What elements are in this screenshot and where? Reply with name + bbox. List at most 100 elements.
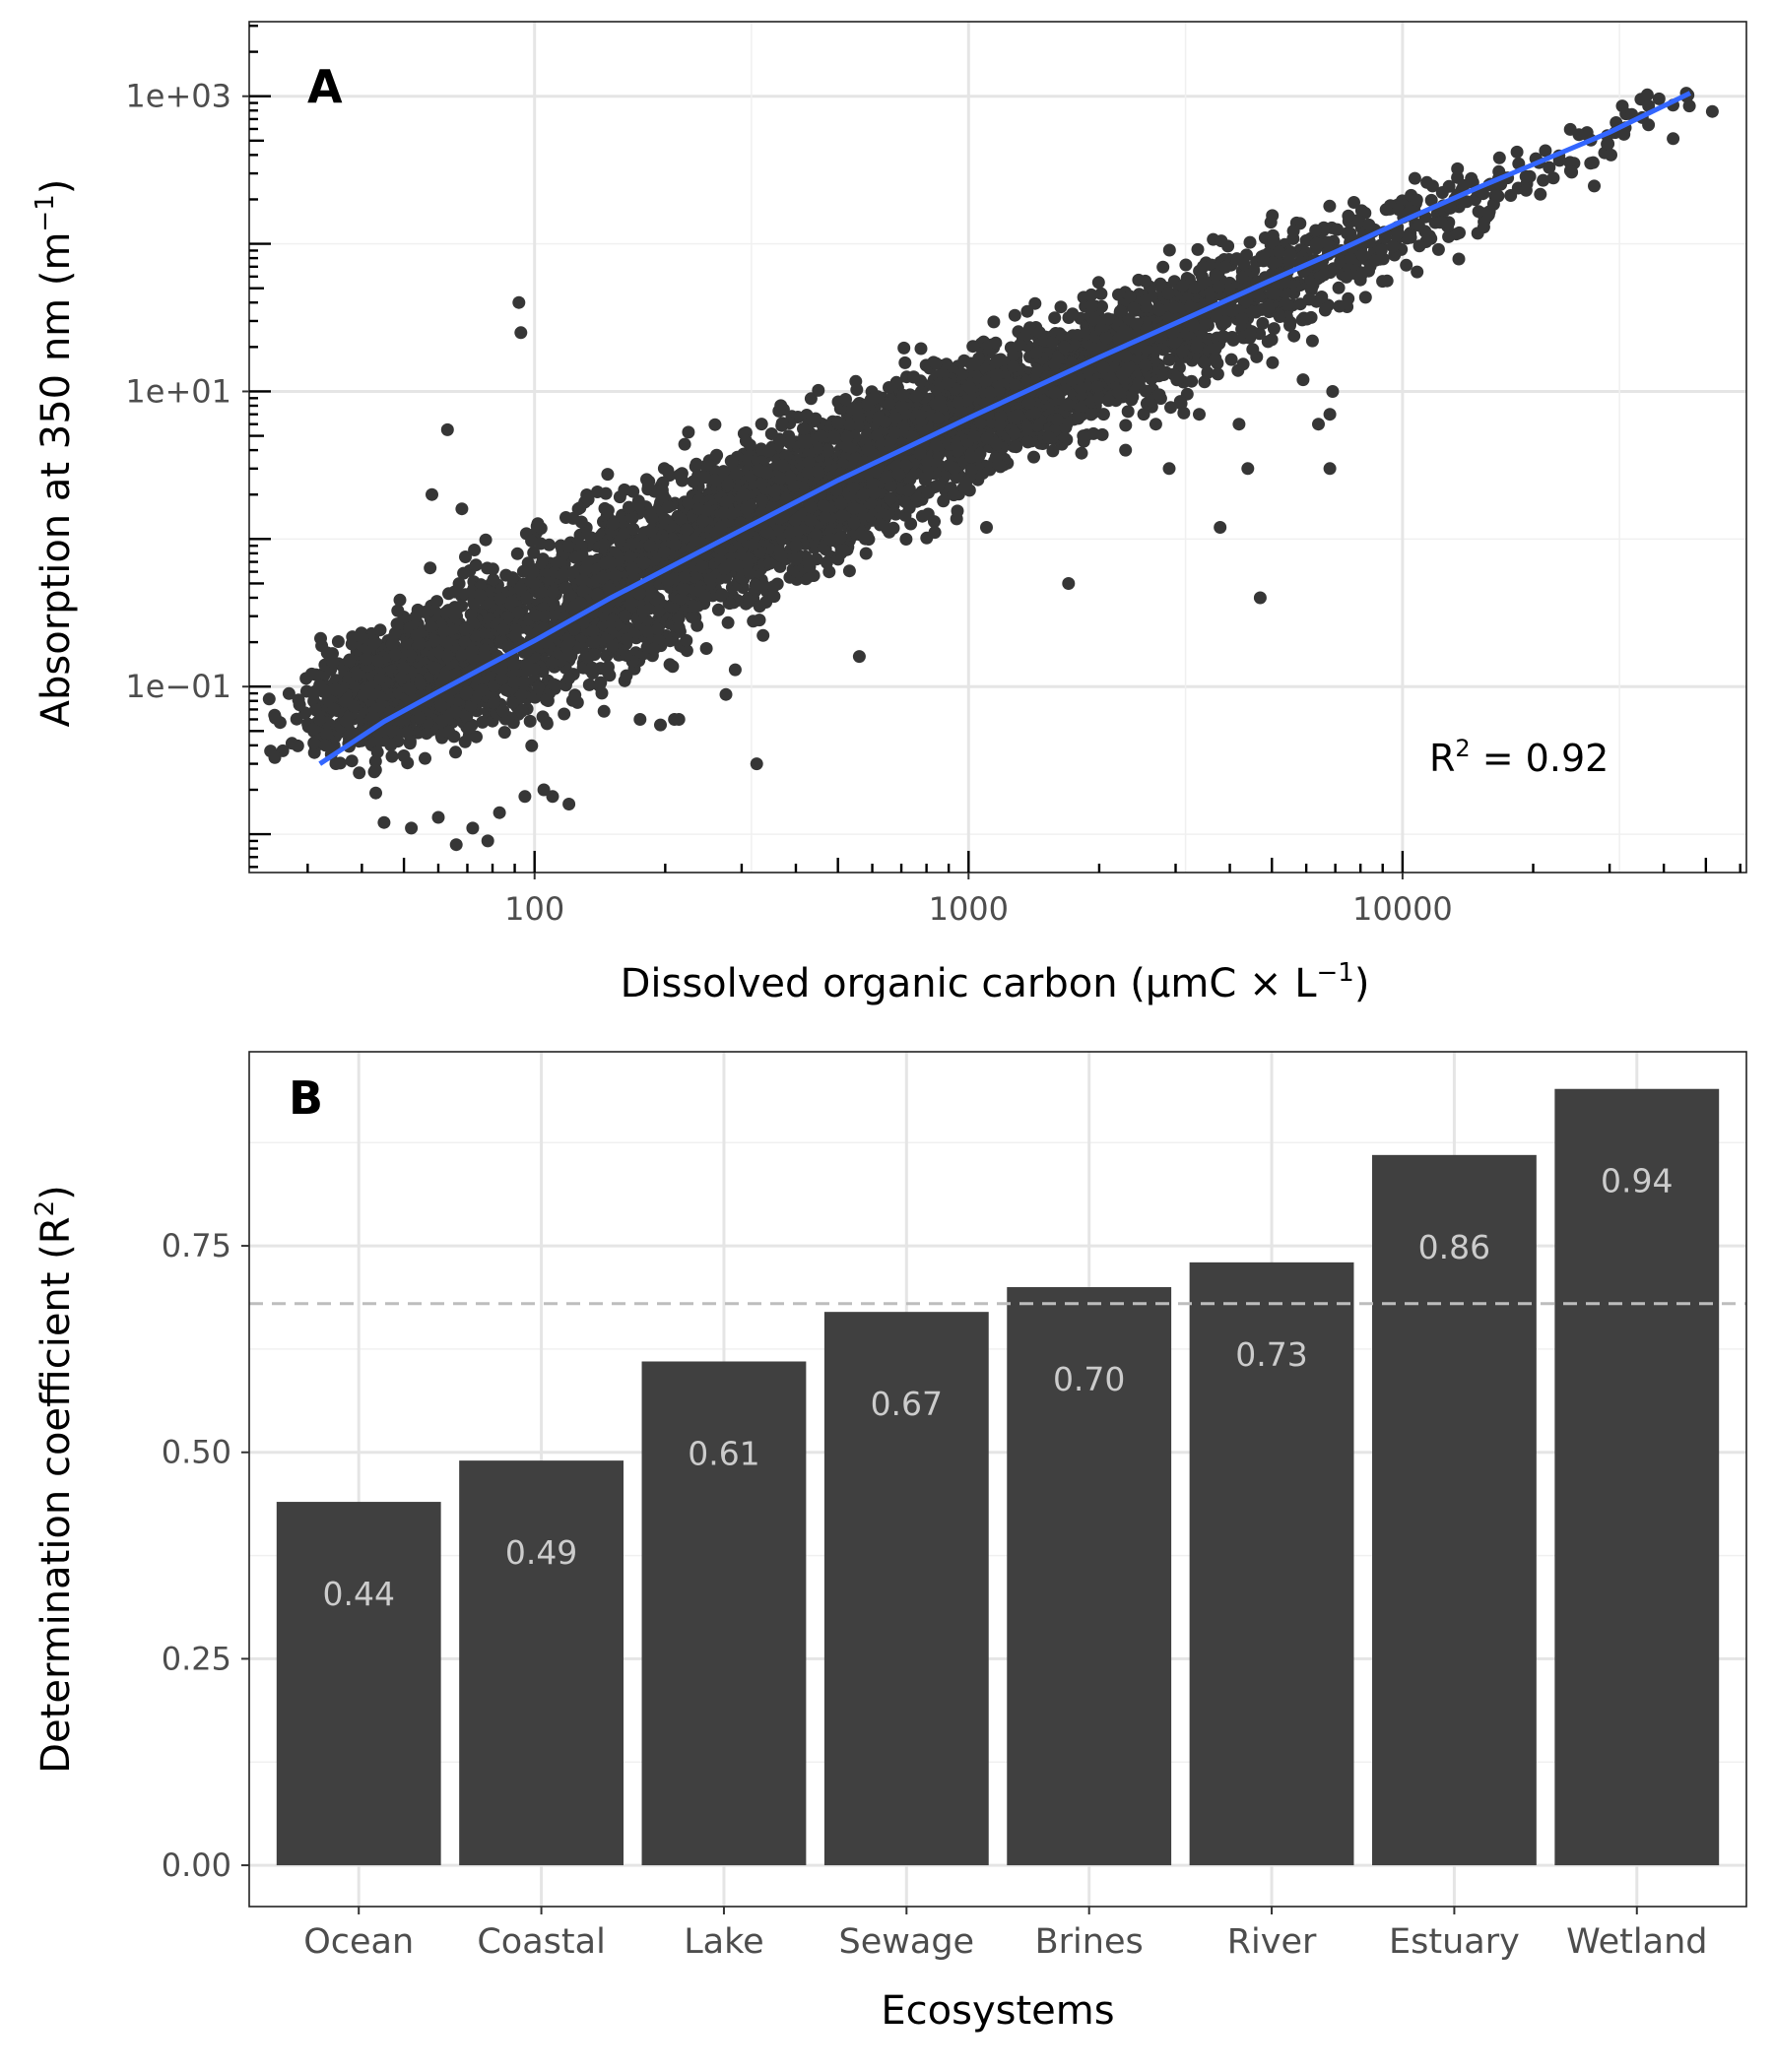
a-scatter-point <box>1099 331 1112 344</box>
a-scatter-point <box>984 387 997 400</box>
a-scatter-point <box>688 600 700 613</box>
a-scatter-point <box>645 512 658 525</box>
a-scatter-point <box>527 547 540 559</box>
a-scatter-point <box>1058 341 1071 354</box>
a-scatter-point <box>606 640 619 653</box>
a-scatter-point <box>568 622 581 635</box>
a-scatter-point <box>804 514 817 527</box>
a-scatter-point <box>436 714 449 727</box>
a-scatter-point <box>841 430 854 443</box>
a-scatter-point <box>679 571 691 584</box>
a-scatter-point <box>367 637 380 650</box>
a-scatter-point <box>834 497 847 510</box>
a-scatter-point <box>756 494 768 507</box>
a-scatter-point <box>414 637 427 650</box>
a-scatter-point <box>437 624 450 637</box>
a-scatter-point <box>594 677 607 689</box>
a-scatter-point <box>904 518 917 531</box>
a-scatter-point <box>292 740 304 752</box>
a-scatter-point <box>929 526 942 539</box>
a-scatter-point <box>720 688 733 701</box>
a-scatter-point <box>681 523 693 536</box>
a-scatter-point <box>326 656 339 669</box>
a-scatter-point <box>852 411 865 423</box>
a-scatter-point <box>476 683 489 696</box>
a-scatter-point <box>372 654 385 667</box>
a-scatter-point <box>527 565 540 578</box>
a-scatter-point <box>1102 394 1115 407</box>
a-scatter-point <box>466 644 479 657</box>
a-scatter-point <box>1319 304 1332 317</box>
a-scatter-point <box>543 539 556 551</box>
a-scatter-point <box>391 605 404 617</box>
a-scatter-point <box>404 683 417 696</box>
a-scatter-point <box>742 557 755 570</box>
a-scatter-point <box>892 468 905 481</box>
a-scatter-point <box>568 601 581 614</box>
a-scatter-point <box>525 740 538 752</box>
a-scatter-point <box>902 485 915 497</box>
a-scatter-point <box>1411 266 1423 279</box>
a-scatter-point <box>346 630 359 643</box>
a-scatter-point <box>600 487 613 500</box>
a-scatter-point <box>449 745 462 758</box>
a-scatter-point <box>448 586 461 599</box>
a-scatter-point <box>658 546 671 558</box>
a-scatter-point <box>579 563 592 576</box>
a-scatter-point <box>1048 311 1061 324</box>
a-scatter-point <box>679 438 691 451</box>
a-scatter-point <box>470 731 483 744</box>
a-scatter-point <box>1217 330 1230 343</box>
a-scatter-point <box>1163 244 1176 257</box>
a-scatter-point <box>369 787 382 800</box>
a-scatter-point <box>810 529 822 542</box>
a-scatter-point <box>1266 333 1279 346</box>
a-scatter-point <box>718 562 731 575</box>
a-scatter-point <box>768 486 781 498</box>
a-scatter-point <box>559 511 572 524</box>
a-scatter-point <box>507 676 520 688</box>
a-scatter-point <box>340 715 353 728</box>
a-scatter-point <box>353 766 365 779</box>
a-scatter-point <box>673 621 686 634</box>
a-scatter-point <box>624 550 636 563</box>
a-scatter-point <box>476 716 489 729</box>
a-scatter-point <box>495 663 508 676</box>
a-scatter-point <box>1167 300 1180 313</box>
a-scatter-point <box>676 475 689 487</box>
a-scatter-point <box>648 642 661 655</box>
a-scatter-point <box>1333 282 1346 294</box>
a-scatter-point <box>424 561 436 574</box>
a-scatter-point <box>1009 309 1021 322</box>
a-scatter-point <box>525 535 538 548</box>
a-scatter-point <box>562 672 575 684</box>
a-scatter-point <box>662 500 675 513</box>
a-scatter-point <box>428 634 441 647</box>
a-scatter-point <box>767 580 780 593</box>
a-scatter-point <box>721 479 734 491</box>
a-scatter-point <box>320 728 333 741</box>
a-scatter-point <box>717 465 730 478</box>
a-scatter-point <box>712 604 725 616</box>
a-scatter-point <box>763 557 776 570</box>
a-scatter-point <box>815 429 827 442</box>
a-scatter-point <box>1030 347 1043 359</box>
a-scatter-point <box>881 470 893 483</box>
a-scatter-point <box>718 506 731 519</box>
a-scatter-point <box>715 588 728 601</box>
a-scatter-point <box>1140 359 1152 372</box>
a-scatter-point <box>386 750 399 763</box>
a-scatter-point <box>459 550 472 563</box>
a-scatter-point <box>661 465 674 478</box>
a-scatter-point <box>897 342 910 355</box>
a-scatter-point <box>576 549 589 561</box>
a-scatter-point <box>888 426 901 439</box>
a-scatter-point <box>1139 275 1151 288</box>
a-scatter-point <box>981 431 994 444</box>
a-scatter-point <box>1126 391 1139 404</box>
a-scatter-point <box>1072 412 1084 424</box>
a-scatter-point <box>1046 336 1059 349</box>
a-scatter-point <box>910 390 923 403</box>
